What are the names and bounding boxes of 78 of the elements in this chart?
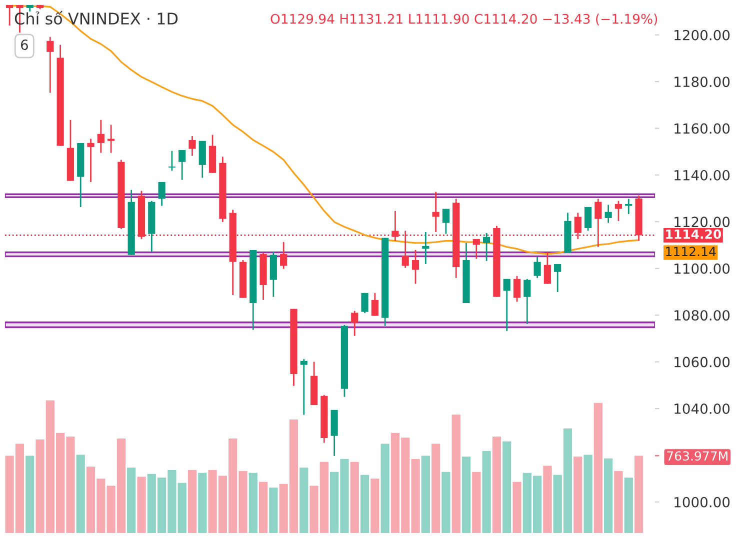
candlestick	[614, 200, 622, 222]
annotation: 6	[20, 40, 28, 50]
bar	[137, 476, 146, 533]
candlestick	[422, 231, 430, 265]
candlestick	[625, 198, 632, 215]
candlestick	[46, 36, 54, 94]
bar	[624, 478, 633, 533]
bar	[512, 482, 522, 533]
bar	[431, 444, 440, 533]
bar	[127, 468, 136, 533]
candlestick	[168, 150, 176, 172]
bar	[472, 472, 481, 533]
y-tick-label: 1060.00	[674, 356, 730, 368]
candlestick	[524, 278, 531, 325]
candlestick	[503, 278, 510, 332]
bar	[198, 472, 207, 533]
candlestick	[108, 124, 115, 154]
bar	[543, 466, 552, 533]
candlestick	[534, 256, 541, 279]
y-tick-label: 1180.00	[674, 76, 730, 88]
candlestick	[432, 191, 440, 233]
y-tick-label: 1200.00	[674, 30, 730, 40]
candlestick	[594, 198, 602, 248]
y-tick-label: 1040.00	[674, 404, 730, 414]
candlestick	[482, 232, 490, 262]
text: O1129.94 H1131.21 L1111.90 C1114.20 −13.43 (−1.19%)	[270, 14, 658, 26]
candlestick	[178, 149, 186, 181]
candlestick	[97, 119, 104, 154]
bar	[462, 456, 471, 533]
bar	[584, 454, 592, 533]
y-tick-label: 1140.00	[674, 170, 730, 180]
bar	[370, 478, 380, 533]
bar	[452, 414, 460, 533]
y-tick-label: 1000.00	[674, 496, 730, 508]
bar	[188, 470, 197, 533]
candlestick	[371, 292, 378, 317]
y-tick-label: 1160.00	[674, 123, 730, 134]
candlestick	[554, 263, 562, 293]
y2-tick-label: 763.977M	[667, 451, 728, 461]
candlestick	[351, 310, 358, 337]
candlestick	[604, 204, 612, 224]
candlestick	[87, 138, 94, 183]
bar	[634, 456, 644, 533]
text: 1112.14	[666, 246, 716, 256]
bar	[360, 474, 370, 533]
y-tick-label: 1080.00	[674, 310, 730, 321]
candlestick	[544, 251, 551, 285]
bar	[604, 458, 613, 533]
candlestick	[442, 208, 450, 235]
bar	[442, 472, 450, 533]
candlestick	[300, 358, 308, 416]
y-tick-label: 1120.00	[674, 216, 730, 228]
ref-line-label: 1114.20	[666, 229, 722, 239]
bar	[26, 456, 34, 533]
bar	[248, 472, 258, 533]
candlestick	[584, 206, 592, 232]
y-tick-label: 1100.00	[674, 263, 730, 274]
bar	[350, 462, 359, 533]
bar	[594, 402, 602, 533]
bar	[258, 482, 268, 533]
candlestick	[158, 181, 166, 207]
candlestick	[361, 292, 368, 314]
bar	[502, 441, 512, 533]
bar	[421, 456, 430, 533]
bar	[380, 444, 390, 533]
bar	[269, 488, 278, 533]
bar	[614, 470, 623, 533]
bar	[76, 454, 85, 533]
candlestick	[412, 249, 420, 285]
bar	[300, 468, 308, 533]
candlestick	[6, 5, 14, 26]
bar	[482, 450, 491, 533]
candlestick	[280, 241, 288, 270]
bar	[574, 456, 582, 533]
candlestick	[188, 135, 196, 157]
bar	[492, 436, 501, 533]
candlestick	[513, 275, 521, 303]
candlestick	[472, 238, 480, 260]
